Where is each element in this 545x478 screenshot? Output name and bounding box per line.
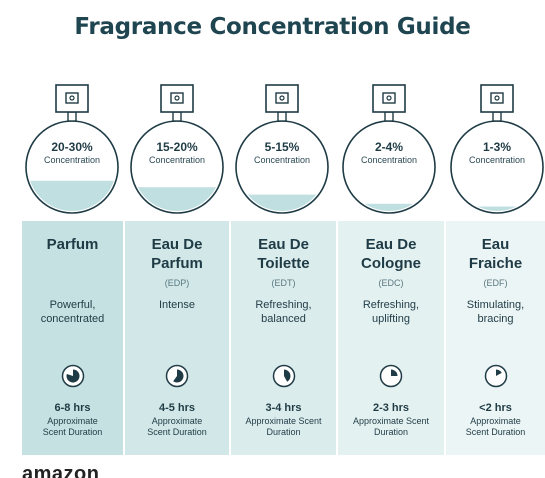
fragrance-name: Parfum (46, 236, 99, 253)
fragrance-abbreviation: (EDF) (483, 278, 508, 288)
duration-label: Approximate Scent Duration (352, 416, 430, 437)
fragrance-description: Powerful, concentrated (40, 299, 105, 325)
bottle-liquid (345, 203, 433, 211)
bottle-2 (130, 84, 224, 214)
clock-icon (484, 364, 507, 388)
bottle-cap (160, 84, 194, 113)
fragrance-abbreviation: (EDP) (164, 278, 190, 288)
bottle-4 (342, 84, 436, 214)
concentration-percent: 15-20% (156, 140, 198, 154)
concentration-percent: 2-4% (374, 140, 403, 154)
fragrance-abbreviation: (EDC) (378, 278, 404, 288)
concentration-percent: 1-3% (482, 140, 511, 154)
bottle-liquid (238, 194, 326, 211)
duration-label: Approximate Scent Duration (465, 416, 526, 437)
clock-icon (61, 364, 84, 388)
duration-hours: 6-8 hrs (54, 402, 91, 414)
bottle-5 (450, 84, 544, 214)
bottle-3 (235, 84, 329, 214)
concentration-percent: 5-15% (264, 140, 300, 154)
concentration-percent: 20-30% (51, 140, 93, 154)
bottles-row: 20-30% Concentration 15-20% Concentration 5-… (0, 80, 545, 215)
bottle-cap (480, 84, 514, 113)
bottle-cap (55, 84, 89, 113)
bottle-liquid (133, 187, 221, 211)
duration-label: Approximate Scent Duration (42, 416, 103, 437)
fragrance-description: Refreshing, balanced (255, 299, 312, 325)
concentration-label: Concentration (43, 155, 101, 165)
fragrance-description: Intense (158, 299, 196, 311)
duration-label: Approximate Scent Duration (245, 416, 322, 437)
fragrance-name: Eau Fraiche (468, 236, 523, 272)
duration-hours: 2-3 hrs (372, 402, 410, 414)
duration-label: Approximate Scent Duration (147, 416, 207, 437)
duration-hours: 3-4 hrs (265, 402, 302, 414)
bottle-body (342, 120, 436, 214)
column-eau-de-cologne: Eau De Cologne (EDC) Refreshing, uplifting… (338, 221, 444, 455)
clock-icon (165, 364, 189, 388)
duration-hours: 4-5 hrs (158, 402, 196, 414)
comparison-panel: Parfum Powerful, concentrated 6-8 hrs Appro… (0, 221, 545, 455)
duration-hours: <2 hrs (479, 402, 512, 414)
bottle-liquid (453, 206, 541, 211)
fragrance-name: Eau De Toilette (257, 236, 310, 272)
fragrance-description: Stimulating, bracing (466, 299, 525, 325)
bottle-body (450, 120, 544, 214)
fragrance-description: Refreshing, uplifting (362, 299, 420, 325)
fragrance-abbreviation: (EDT) (271, 278, 296, 288)
column-eau-de-parfum: Eau De Parfum (EDP) Intense 4-5 hrs Approxim… (125, 221, 229, 455)
concentration-label: Concentration (360, 155, 418, 165)
column-eau-de-toilette: Eau De Toilette (EDT) Refreshing, balanced… (231, 221, 336, 455)
page-title: Fragrance Concentration Guide (74, 14, 471, 40)
fragrance-name: Eau De Parfum (151, 236, 203, 272)
fragrance-name: Eau De Cologne (361, 236, 421, 272)
column-eau-fraiche: Eau Fraiche (EDF) Stimulating, bracing <2 h… (446, 221, 545, 455)
clock-icon (379, 364, 403, 388)
bottles-illustration (25, 84, 544, 214)
concentration-label: Concentration (148, 155, 206, 165)
concentration-label: Concentration (253, 155, 311, 165)
clock-icon (272, 364, 295, 388)
bottle-cap (372, 84, 406, 113)
column-parfum: Parfum Powerful, concentrated 6-8 hrs Appro… (22, 221, 123, 455)
bottle-cap (265, 84, 299, 113)
bottle-liquid (28, 180, 116, 211)
concentration-label: Concentration (468, 155, 526, 165)
amazon-logo: amazon (22, 464, 100, 478)
